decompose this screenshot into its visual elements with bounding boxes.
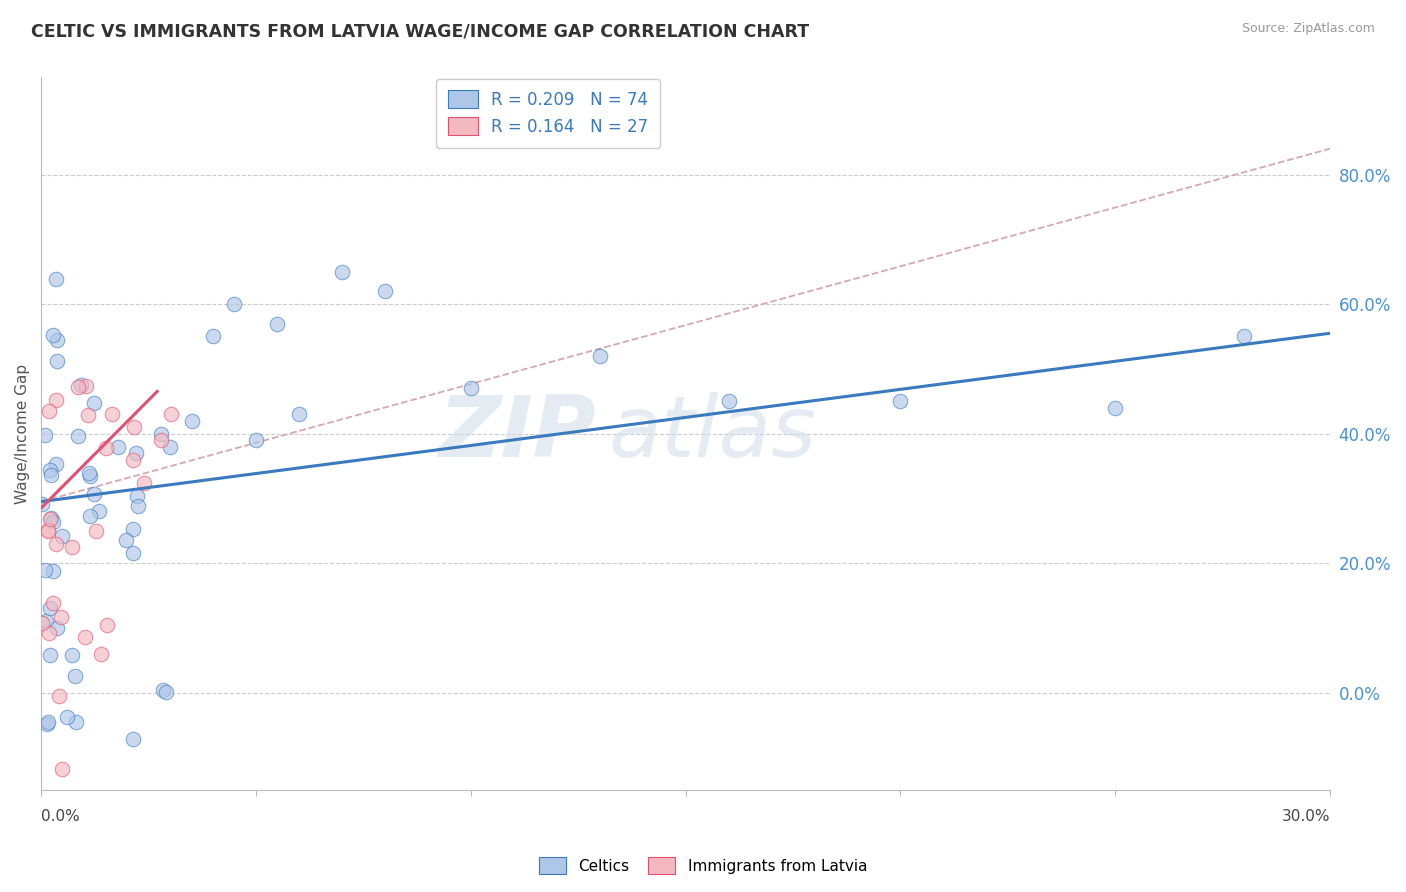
- Point: [127, 499, 149, 513]
- Point: [38, 512, 60, 526]
- Point: [38, 403, 60, 417]
- Point: [90, 647, 112, 661]
- Text: Source: ZipAtlas.com: Source: ZipAtlas.com: [1241, 22, 1375, 36]
- Point: [124, 446, 146, 460]
- Point: [266, 317, 288, 331]
- Text: CELTIC VS IMMIGRANTS FROM LATVIA WAGE/INCOME GAP CORRELATION CHART: CELTIC VS IMMIGRANTS FROM LATVIA WAGE/IN…: [31, 22, 808, 40]
- Point: [39, 467, 62, 482]
- Text: atlas: atlas: [609, 392, 817, 475]
- Point: [122, 522, 145, 536]
- Point: [330, 265, 353, 279]
- Text: 30.0%: 30.0%: [1282, 809, 1330, 824]
- Point: [150, 433, 173, 447]
- Point: [150, 426, 173, 441]
- Point: [41, 510, 63, 524]
- Point: [132, 475, 155, 490]
- Legend: Celtics, Immigrants from Latvia: Celtics, Immigrants from Latvia: [533, 851, 873, 880]
- Point: [35, 614, 58, 628]
- Legend: R = 0.209   N = 74, R = 0.164   N = 27: R = 0.209 N = 74, R = 0.164 N = 27: [436, 78, 659, 148]
- Point: [38, 626, 60, 640]
- Point: [39, 648, 62, 662]
- Point: [60, 648, 83, 662]
- Point: [75, 378, 97, 392]
- Point: [67, 380, 90, 394]
- Point: [49, 609, 72, 624]
- Point: [45, 537, 67, 551]
- Point: [245, 433, 267, 447]
- Point: [63, 668, 86, 682]
- Point: [374, 284, 396, 298]
- Point: [717, 394, 740, 409]
- Point: [288, 407, 311, 421]
- Point: [94, 441, 117, 455]
- Point: [155, 685, 177, 699]
- Point: [96, 617, 118, 632]
- Text: 0.0%: 0.0%: [41, 809, 80, 824]
- Point: [45, 392, 67, 407]
- Point: [79, 468, 101, 483]
- Point: [41, 515, 63, 529]
- Point: [45, 272, 67, 286]
- Point: [70, 377, 93, 392]
- Point: [84, 524, 107, 539]
- Point: [34, 427, 56, 442]
- Point: [159, 407, 181, 421]
- Point: [37, 523, 59, 537]
- Point: [38, 601, 60, 615]
- Point: [79, 509, 101, 524]
- Point: [48, 689, 70, 703]
- Point: [51, 762, 73, 776]
- Point: [73, 630, 96, 644]
- Point: [100, 407, 122, 421]
- Point: [127, 489, 149, 503]
- Point: [42, 596, 65, 610]
- Point: [41, 328, 63, 343]
- Point: [589, 349, 612, 363]
- Point: [45, 333, 67, 347]
- Point: [1104, 401, 1126, 415]
- Y-axis label: Wage/Income Gap: Wage/Income Gap: [15, 364, 30, 504]
- Point: [55, 710, 77, 724]
- Point: [37, 524, 59, 538]
- Point: [31, 616, 53, 631]
- Point: [31, 498, 53, 512]
- Point: [45, 457, 67, 471]
- Point: [889, 394, 911, 409]
- Point: [224, 297, 246, 311]
- Point: [180, 414, 202, 428]
- Point: [83, 396, 105, 410]
- Point: [67, 429, 90, 443]
- Point: [51, 529, 73, 543]
- Point: [159, 440, 181, 454]
- Point: [38, 463, 60, 477]
- Point: [121, 453, 143, 467]
- Point: [122, 731, 145, 746]
- Point: [65, 715, 87, 730]
- Point: [152, 682, 174, 697]
- Point: [114, 533, 136, 548]
- Point: [77, 409, 100, 423]
- Point: [45, 353, 67, 368]
- Point: [87, 504, 110, 518]
- Text: ZIP: ZIP: [437, 392, 595, 475]
- Point: [46, 621, 69, 635]
- Point: [122, 420, 145, 434]
- Point: [460, 381, 482, 395]
- Point: [201, 329, 224, 343]
- Point: [77, 467, 100, 481]
- Point: [37, 717, 59, 731]
- Point: [1233, 329, 1256, 343]
- Point: [122, 546, 145, 560]
- Point: [34, 563, 56, 577]
- Point: [107, 440, 129, 454]
- Point: [37, 714, 59, 729]
- Point: [83, 487, 105, 501]
- Point: [60, 540, 83, 554]
- Point: [42, 564, 65, 578]
